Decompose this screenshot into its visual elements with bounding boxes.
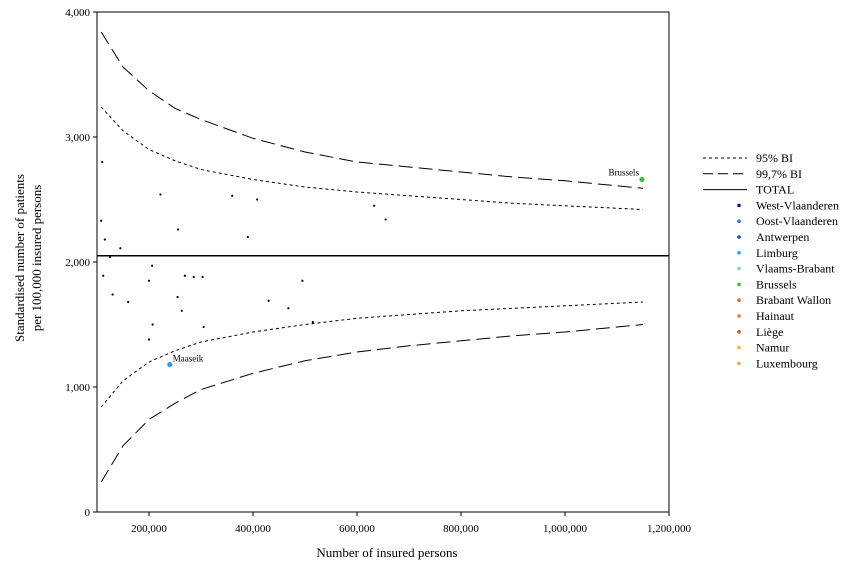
data-point <box>384 218 387 221</box>
x-tick-label: 800,000 <box>443 523 479 535</box>
y-axis: 0 1,000 2,000 3,000 4,000 <box>65 7 97 519</box>
data-point <box>201 275 204 279</box>
data-point <box>301 279 304 282</box>
point-label-maaseik: Maaseik <box>173 354 204 364</box>
x-axis-title: Number of insured persons <box>316 545 457 560</box>
legend-label: Brabant Wallon <box>756 293 831 307</box>
data-point <box>202 325 205 329</box>
data-point <box>167 361 173 368</box>
y-tick-label: 0 <box>85 507 91 519</box>
y-axis-title-line-2: per 100,000 insured persons <box>29 185 44 332</box>
data-point <box>103 238 106 241</box>
data-point <box>108 255 112 259</box>
data-point <box>102 274 105 277</box>
legend-marker <box>737 266 741 271</box>
legend-label: Oost-Vlaanderen <box>756 214 838 228</box>
legend-label: 99,7% BI <box>756 167 802 181</box>
data-point <box>256 198 259 201</box>
legend-marker <box>737 345 741 350</box>
x-axis: 200,000 400,000 600,000 800,000 1,000,000 1,2… <box>131 512 692 535</box>
legend-marker <box>737 330 741 334</box>
legend-label: Namur <box>756 341 789 355</box>
legend-marker <box>737 235 741 239</box>
y-tick-label: 2,000 <box>65 257 90 269</box>
x-tick-label: 1,200,000 <box>647 523 692 535</box>
data-point <box>246 235 249 239</box>
y-tick-label: 1,000 <box>65 382 90 394</box>
data-point <box>111 293 114 296</box>
x-tick-label: 200,000 <box>131 523 167 535</box>
data-point <box>151 323 154 326</box>
confidence-bands <box>100 31 644 483</box>
data-point <box>639 176 645 183</box>
legend-marker <box>737 251 741 255</box>
data-points: Maaseik Brussels <box>100 160 645 368</box>
data-point <box>101 160 104 164</box>
data-point <box>192 275 195 279</box>
y-axis-title-line-1: Standardised number of patients <box>12 174 27 342</box>
data-point <box>151 264 154 267</box>
data-point <box>287 307 290 310</box>
legend-label: Liège <box>756 325 783 339</box>
data-point <box>159 193 162 196</box>
data-point <box>127 300 130 304</box>
y-tick-label: 3,000 <box>65 132 90 144</box>
band-1-lower <box>100 324 644 483</box>
legend-marker <box>737 298 741 303</box>
data-point <box>100 219 103 222</box>
legend-label: Brussels <box>756 277 797 291</box>
data-point <box>147 338 151 341</box>
y-tick-label: 4,000 <box>65 7 90 19</box>
legend-marker <box>737 282 741 287</box>
legend-label: Limburg <box>756 246 798 260</box>
legend-label: Hainaut <box>756 309 795 323</box>
x-tick-label: 400,000 <box>235 523 271 535</box>
legend-label: TOTAL <box>756 183 794 197</box>
data-point <box>267 299 270 302</box>
data-point <box>180 309 183 312</box>
band-0-lower <box>100 301 644 408</box>
x-tick-label: 600,000 <box>339 523 375 535</box>
plot-area <box>96 11 670 513</box>
data-point <box>176 295 179 299</box>
legend-marker <box>737 361 741 366</box>
data-point <box>147 279 151 282</box>
legend-label: Luxembourg <box>756 356 818 370</box>
legend-marker <box>737 219 741 223</box>
legend-label: Antwerpen <box>756 230 809 244</box>
data-point <box>373 204 376 207</box>
legend-marker <box>737 314 741 318</box>
legend-marker <box>737 203 741 208</box>
x-tick-label: 1,000,000 <box>543 523 588 535</box>
data-point <box>183 274 186 277</box>
point-label-brussels: Brussels <box>608 168 639 178</box>
data-point <box>231 194 234 197</box>
data-point <box>119 247 122 250</box>
band-0-upper <box>100 106 644 210</box>
data-point <box>177 228 180 231</box>
band-1-upper <box>100 31 644 189</box>
legend-label: West-Vlaanderen <box>756 198 839 212</box>
data-point <box>311 320 314 324</box>
legend-label: 95% BI <box>756 151 793 165</box>
legend-label: Vlaams-Brabant <box>756 262 835 276</box>
